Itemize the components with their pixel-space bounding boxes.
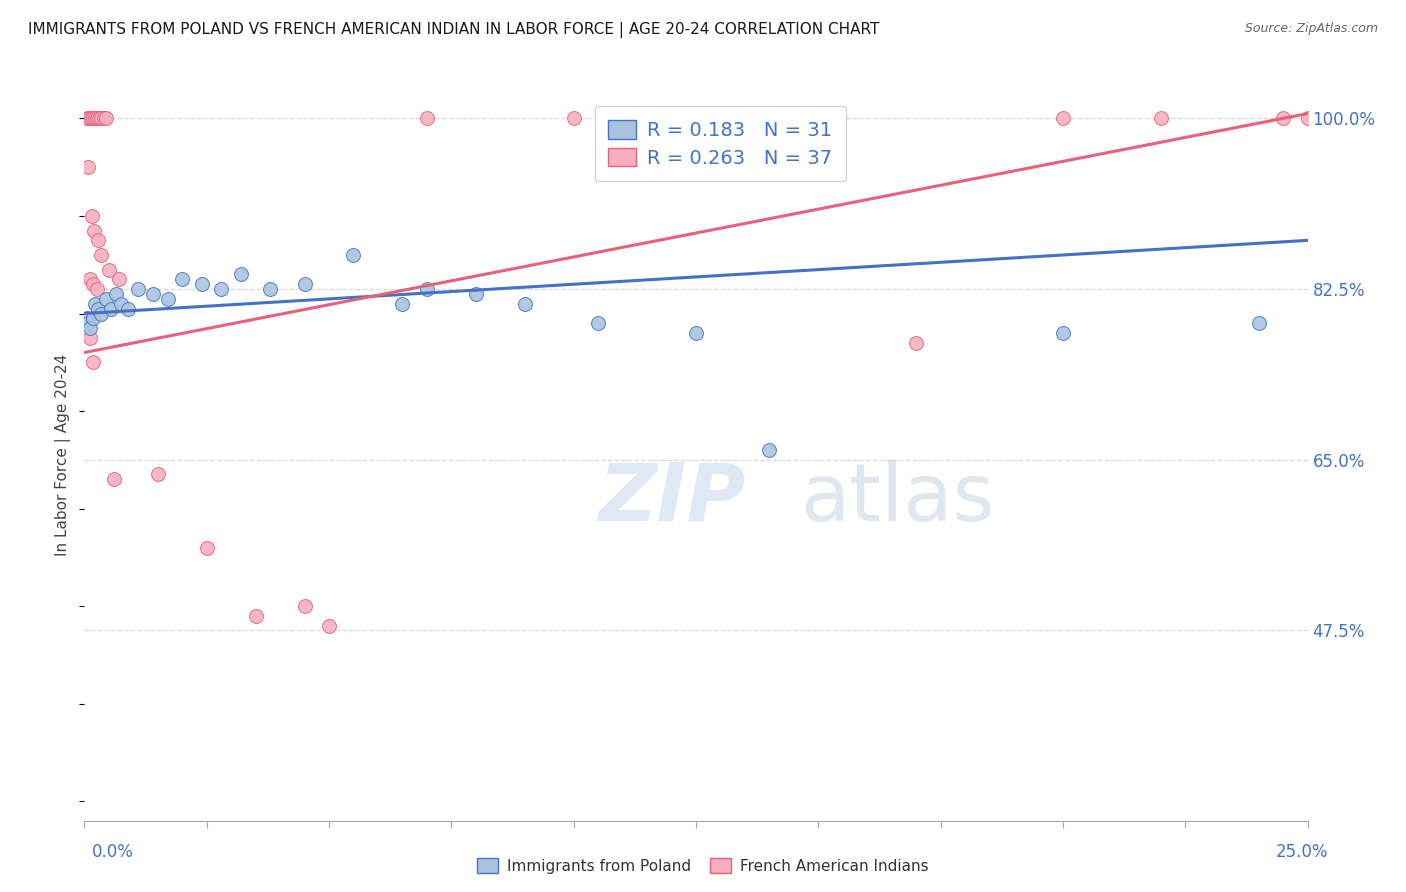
Point [87,112,110,126]
Legend: Immigrants from Poland, French American Indians: Immigrants from Poland, French American … [471,852,935,880]
Point [110,297,132,311]
Point [1052,326,1074,340]
Text: ZIP: ZIP [598,459,745,538]
Text: IMMIGRANTS FROM POLAND VS FRENCH AMERICAN INDIAN IN LABOR FORCE | AGE 20-24 CORR: IMMIGRANTS FROM POLAND VS FRENCH AMERICA… [28,22,880,38]
Point [76,311,98,326]
Point [1247,316,1270,330]
Point [77,160,100,174]
Point [83,224,105,238]
Point [100,301,122,316]
Point [80,112,103,126]
Point [758,443,780,458]
Point [127,282,149,296]
Point [391,297,413,311]
Point [416,112,439,126]
Point [86,282,108,296]
Point [1150,112,1173,126]
Point [342,248,364,262]
Point [1052,112,1074,126]
Point [90,112,112,126]
Point [562,112,585,126]
Point [146,467,169,482]
Text: 0.0%: 0.0% [91,843,134,861]
Point [229,268,252,282]
Point [82,311,104,326]
Point [97,262,120,277]
Point [195,541,218,555]
Point [107,272,129,286]
Point [87,233,110,247]
Point [294,277,316,292]
Text: 25.0%: 25.0% [1277,843,1329,861]
Point [191,277,214,292]
Point [142,287,165,301]
Point [86,112,108,126]
Point [82,112,104,126]
Point [79,272,101,286]
Point [117,301,139,316]
Point [90,248,112,262]
Point [82,277,104,292]
Point [464,287,486,301]
Point [416,282,439,296]
Point [783,112,806,126]
Legend: R = 0.183   N = 31, R = 0.263   N = 37: R = 0.183 N = 31, R = 0.263 N = 37 [595,106,846,181]
Point [685,326,707,340]
Point [209,282,232,296]
Point [93,112,115,126]
Point [259,282,281,296]
Point [96,112,118,126]
Point [318,618,340,632]
Point [245,608,267,623]
Point [1272,112,1295,126]
Point [156,292,179,306]
Point [84,297,107,311]
Point [80,209,103,223]
Point [96,292,118,306]
Point [586,316,609,330]
Point [1296,112,1319,126]
Text: Source: ZipAtlas.com: Source: ZipAtlas.com [1244,22,1378,36]
Y-axis label: In Labor Force | Age 20-24: In Labor Force | Age 20-24 [55,354,72,556]
Point [105,287,128,301]
Point [294,599,316,613]
Point [76,112,98,126]
Point [79,321,101,335]
Point [77,112,100,126]
Point [83,112,105,126]
Point [905,335,928,350]
Point [79,331,101,345]
Point [513,297,536,311]
Point [90,306,112,320]
Point [77,316,100,330]
Point [172,272,194,286]
Point [77,316,100,330]
Text: atlas: atlas [800,459,994,538]
Point [103,472,125,486]
Point [82,355,104,369]
Point [87,301,110,316]
